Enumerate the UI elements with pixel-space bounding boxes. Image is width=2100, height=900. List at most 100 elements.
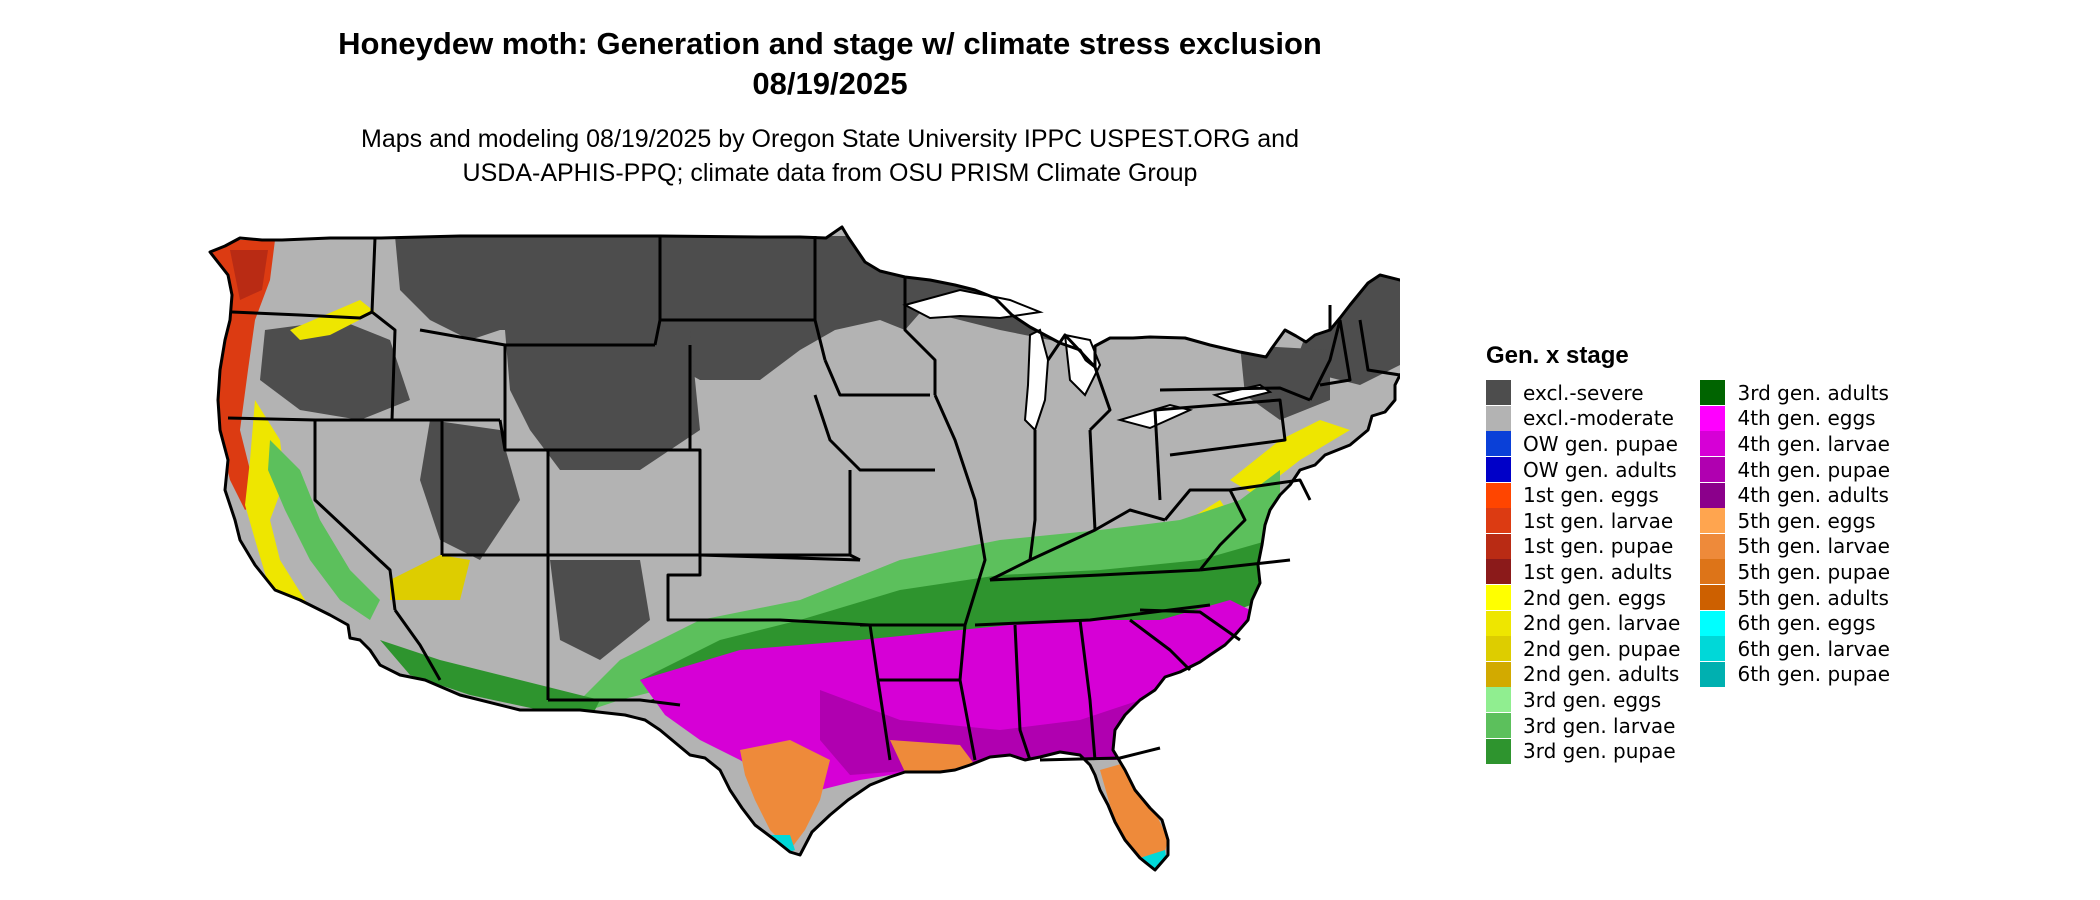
- map-title-line-1: Honeydew moth: Generation and stage w/ c…: [338, 26, 1322, 61]
- legend-label: 6th gen. pupae: [1737, 662, 1891, 687]
- legend-swatch: [1700, 508, 1726, 534]
- border-mn-wi: [903, 277, 937, 395]
- raster-3rd-gen-southwest: [380, 640, 600, 720]
- border-in-oh: [1088, 429, 1097, 531]
- legend-item: 5th gen. adults: [1700, 585, 1890, 611]
- border-ks-ok: [699, 553, 861, 562]
- lake-michigan: [1023, 328, 1050, 432]
- legend-item: 2nd gen. pupae: [1486, 636, 1680, 662]
- legend-item: 1st gen. eggs: [1486, 482, 1680, 508]
- legend-label: 2nd gen. eggs: [1523, 585, 1666, 610]
- state-boundaries: [208, 225, 1400, 872]
- legend-label: 2nd gen. larvae: [1523, 611, 1681, 636]
- legend-item: 6th gen. eggs: [1700, 610, 1890, 636]
- legend-item: 2nd gen. larvae: [1486, 610, 1680, 636]
- border-va-nc: [1199, 558, 1291, 572]
- border-or-ca: [227, 416, 316, 422]
- border-nm-tx: [548, 698, 681, 707]
- border-mississippi: [933, 394, 987, 761]
- legend-swatch: [1486, 405, 1511, 431]
- legend-item: 4th gen. adults: [1700, 482, 1890, 508]
- map-title: Honeydew moth: Generation and stage w/ c…: [230, 24, 1430, 104]
- legend-item: 6th gen. pupae: [1700, 661, 1891, 688]
- border-nm-ok: [666, 555, 702, 622]
- legend-label: 5th gen. pupae: [1737, 559, 1891, 584]
- border-ia-mo: [848, 470, 861, 562]
- legend-title: Gen. x stage: [1486, 342, 1629, 369]
- border-ne-ks: [690, 448, 850, 557]
- border-mi: [1046, 333, 1112, 432]
- border-wv: [1163, 488, 1247, 571]
- legend-swatch: [1700, 559, 1726, 585]
- border-il-in: [1028, 430, 1037, 561]
- raster-2nd-gen-desert: [390, 555, 470, 600]
- legend-label: OW gen. pupae: [1523, 431, 1678, 456]
- border-ms-al: [1013, 624, 1032, 761]
- legend-columns: excl.-severe excl.-moderate OW gen. pupae O…: [1486, 380, 1890, 764]
- border-pa: [1154, 398, 1287, 457]
- legend-item: 5th gen. eggs: [1700, 508, 1890, 534]
- raster-severe-utah: [420, 420, 520, 560]
- legend-swatch: [1486, 508, 1511, 534]
- border-ny-south: [1159, 386, 1311, 402]
- legend-label: 1st gen. larvae: [1523, 508, 1674, 533]
- legend-label: 3rd gen. pupae: [1523, 739, 1676, 764]
- legend-swatch: [1700, 636, 1726, 662]
- border-ne-ia: [813, 394, 935, 472]
- border-id-west: [370, 237, 397, 421]
- border-ut-co: [498, 419, 550, 555]
- legend: Gen. x stage excl.-severe excl.-moderate O…: [1486, 342, 1890, 764]
- legend-swatch: [1486, 431, 1511, 457]
- legend-swatch: [1700, 380, 1726, 406]
- raster-severe-new-mexico: [550, 560, 650, 660]
- legend-label: 3rd gen. adults: [1737, 380, 1889, 405]
- border-ok-tx: [700, 618, 880, 681]
- legend-label: 1st gen. pupae: [1523, 534, 1674, 559]
- us-generation-stage-map: [208, 225, 1400, 872]
- legend-swatch: [1486, 636, 1511, 662]
- legend-item: 1st gen. larvae: [1486, 508, 1680, 534]
- legend-swatch: [1486, 380, 1511, 406]
- legend-column-2: 3rd gen. adults 4th gen. eggs 4th gen. lar…: [1700, 380, 1890, 764]
- legend-swatch: [1486, 457, 1511, 483]
- legend-item: 6th gen. larvae: [1700, 636, 1890, 662]
- legend-item: 3rd gen. eggs: [1486, 687, 1680, 713]
- border-wy: [503, 345, 692, 452]
- border-nd-mn: [813, 236, 827, 361]
- legend-item: 5th gen. pupae: [1700, 559, 1890, 585]
- legend-label: 5th gen. eggs: [1737, 508, 1876, 533]
- legend-swatch: [1700, 585, 1726, 611]
- legend-label: 1st gen. eggs: [1523, 483, 1659, 508]
- legend-item: 4th gen. larvae: [1700, 431, 1890, 457]
- border-ky-tn: [989, 568, 1201, 582]
- legend-swatch: [1700, 457, 1726, 483]
- legend-item: 3rd gen. larvae: [1486, 713, 1680, 739]
- raster-5th-gen-louisiana: [890, 740, 975, 775]
- border-ky-north: [989, 508, 1166, 582]
- legend-item: OW gen. adults: [1486, 457, 1680, 483]
- legend-label: 4th gen. larvae: [1737, 431, 1890, 456]
- legend-label: 4th gen. pupae: [1737, 457, 1891, 482]
- legend-label: excl.-moderate: [1523, 406, 1674, 431]
- legend-item: OW gen. pupae: [1486, 431, 1680, 457]
- legend-item: 1st gen. adults: [1486, 559, 1680, 585]
- border-al-ga: [1078, 619, 1097, 761]
- legend-swatch: [1486, 687, 1511, 713]
- legend-label: excl.-severe: [1523, 380, 1644, 405]
- border-ga-fl: [1039, 746, 1161, 762]
- legend-item: 2nd gen. adults: [1486, 661, 1680, 688]
- raster-1st-gen-puget: [230, 250, 268, 300]
- map-subtitle-line-2: USDA-APHIS-PPQ; climate data from OSU PR…: [462, 159, 1198, 187]
- legend-swatch: [1700, 661, 1726, 687]
- raster-2nd-gen-west-coast: [245, 400, 330, 650]
- legend-label: 5th gen. larvae: [1737, 534, 1890, 559]
- raster-5th-gen-texas: [740, 740, 830, 850]
- legend-label: 6th gen. larvae: [1737, 636, 1890, 661]
- border-new-england: [1308, 305, 1400, 401]
- legend-label: OW gen. adults: [1523, 457, 1677, 482]
- legend-swatch: [1700, 482, 1726, 508]
- border-wa-or: [231, 310, 373, 320]
- legend-swatch: [1486, 559, 1511, 585]
- border-tx-la: [876, 679, 892, 761]
- legend-label: 4th gen. adults: [1737, 483, 1889, 508]
